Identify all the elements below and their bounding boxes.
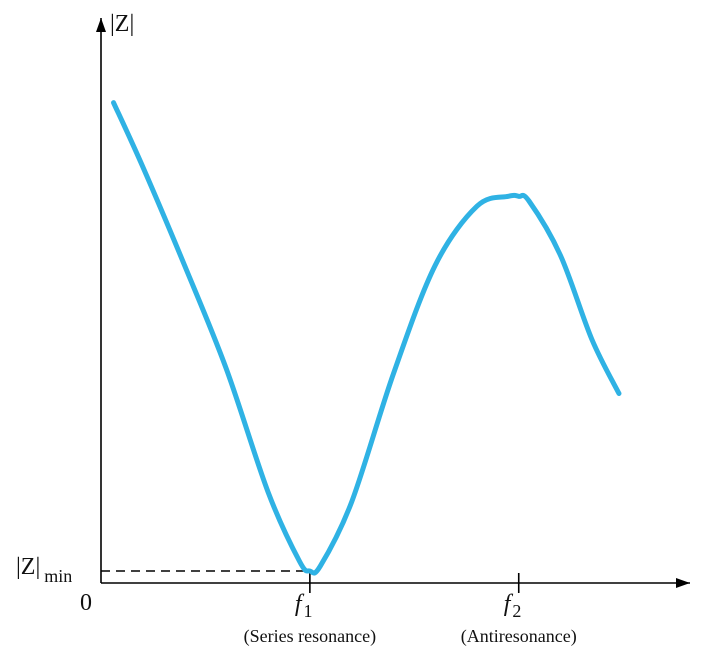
x-axis-arrowhead xyxy=(676,578,690,588)
impedance-curve xyxy=(111,100,622,576)
y-min-label-sub: min xyxy=(44,566,72,586)
x-ticks xyxy=(309,573,520,593)
y-axis-arrowhead xyxy=(96,18,106,32)
x-tick-label-main-1: f xyxy=(295,591,305,617)
x-tick-label-sub-1: 1 xyxy=(304,601,313,621)
y-min-label: |Z| min xyxy=(16,554,72,586)
origin-label: 0 xyxy=(80,590,92,616)
x-tick-labels: f 1(Series resonance)f 2(Antiresonance) xyxy=(244,591,577,647)
y-min-label-main: |Z| xyxy=(16,554,40,580)
x-tick-label-main-2: f xyxy=(504,591,514,617)
x-tick-label-sub-2: 2 xyxy=(512,601,521,621)
x-tick-caption-2: (Antiresonance) xyxy=(461,626,577,647)
y-axis-label: |Z| xyxy=(110,11,134,37)
x-tick-caption-1: (Series resonance) xyxy=(244,626,376,647)
